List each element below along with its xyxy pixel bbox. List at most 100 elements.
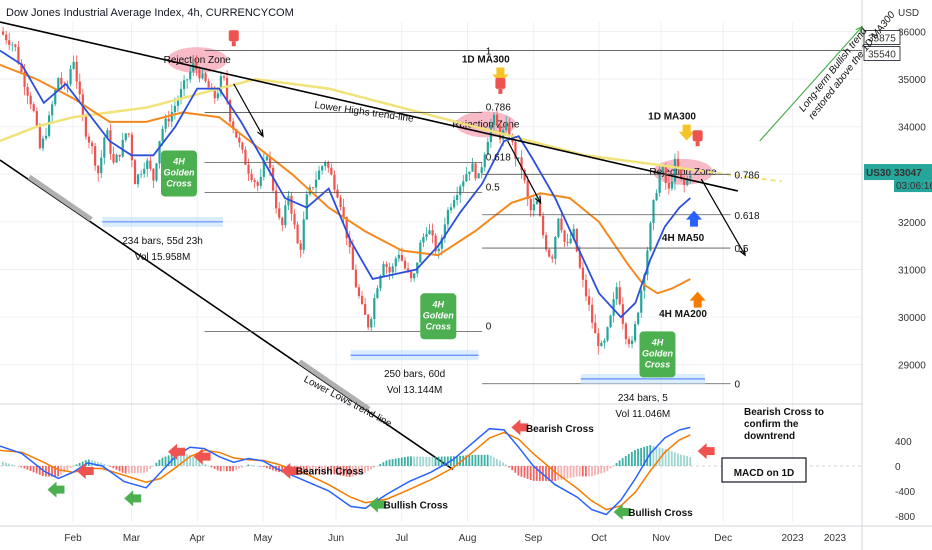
candle-body <box>394 258 397 267</box>
candle-body <box>658 171 661 193</box>
macd-histogram-bar <box>232 466 234 472</box>
x-tick-label: May <box>254 533 273 544</box>
candle-body <box>17 47 20 64</box>
candle <box>198 66 201 83</box>
macd-histogram-bar <box>508 466 511 468</box>
macd-histogram-bar <box>140 466 142 473</box>
candle <box>462 175 465 192</box>
candle <box>244 146 247 166</box>
candle-body <box>167 118 170 122</box>
candle-body <box>44 135 48 139</box>
y-tick-label: 35000 <box>898 75 926 86</box>
candle <box>133 158 137 185</box>
candle-body <box>327 162 330 168</box>
candle <box>449 203 453 214</box>
candle-body <box>284 205 287 226</box>
golden-cross-label: 4H <box>172 157 185 167</box>
macd-histogram-bar <box>397 458 400 466</box>
candle <box>523 168 526 184</box>
candle-body <box>115 154 118 163</box>
macd-y-tick-label: 400 <box>895 437 912 448</box>
candle-body <box>410 271 413 279</box>
candle <box>333 170 336 194</box>
macd-histogram-bar <box>597 466 600 475</box>
macd-histogram-bar <box>443 456 446 466</box>
candle <box>480 162 483 179</box>
bearish-arrow-icon <box>193 448 211 465</box>
macd-histogram-bar <box>456 456 458 466</box>
macd-histogram-bar <box>235 466 238 471</box>
golden-cross-label: Golden <box>642 348 674 358</box>
support-touch <box>298 359 371 412</box>
candle-body <box>314 179 318 188</box>
candle-body <box>293 213 296 225</box>
candle <box>20 59 23 74</box>
candle-body <box>440 237 443 249</box>
candle <box>302 211 305 254</box>
macd-histogram-bar <box>517 466 520 476</box>
macd-histogram-bar <box>603 466 606 473</box>
candle-body <box>517 157 520 159</box>
macd-histogram-bar <box>167 455 170 466</box>
candle <box>483 152 486 172</box>
macd-histogram-bar <box>124 466 127 474</box>
measure-label: 234 bars, 5 <box>618 393 668 404</box>
macd-histogram-bar <box>35 466 38 474</box>
candle-body <box>170 112 173 122</box>
candle-body <box>569 238 572 244</box>
candle-body <box>379 275 382 289</box>
candle-body <box>673 158 677 182</box>
macd-histogram-bar <box>354 466 357 476</box>
candle-body <box>686 178 689 186</box>
candle-body <box>103 137 106 158</box>
candle <box>314 171 318 195</box>
candle-body <box>603 340 606 343</box>
candle <box>385 261 388 274</box>
golden-cross-label: Golden <box>163 168 195 178</box>
candle-body <box>84 116 88 137</box>
fib-label: 0.786 <box>486 102 511 113</box>
bearish-arrow-icon <box>281 462 299 479</box>
macd-histogram-bar <box>379 464 382 466</box>
candle <box>637 311 640 326</box>
candle-body <box>14 44 17 48</box>
price-level-box <box>863 46 901 61</box>
macd-histogram-bar <box>551 466 554 481</box>
candle-body <box>486 142 489 155</box>
candle-body <box>87 136 91 143</box>
candle-body <box>483 154 486 168</box>
candle <box>468 171 471 181</box>
macd-histogram-bar <box>492 457 495 466</box>
x-tick-label: Dec <box>714 533 732 544</box>
candle <box>388 262 391 281</box>
candle-body <box>367 314 370 328</box>
macd-histogram-bar <box>213 466 216 469</box>
x-tick-label: Jun <box>328 533 344 544</box>
fib-label: 0 <box>735 380 741 391</box>
candle-body <box>69 68 72 85</box>
candle <box>182 74 186 97</box>
macd-histogram-bar <box>158 459 161 466</box>
candle <box>284 200 287 229</box>
candle <box>290 192 293 221</box>
macd-annotation: Bullish Cross <box>628 508 693 519</box>
candle-body <box>373 298 376 320</box>
macd-histogram-bar <box>250 464 253 466</box>
candle <box>29 92 32 109</box>
candle <box>360 290 364 306</box>
candle <box>434 232 437 255</box>
candle <box>477 173 480 179</box>
candle <box>201 67 204 80</box>
candle-body <box>505 123 508 130</box>
macd-histogram-bar <box>499 460 501 466</box>
candle-body <box>348 238 351 248</box>
bullish-arrow-icon <box>47 481 65 498</box>
candle <box>296 221 299 245</box>
candle-body <box>541 215 545 236</box>
candle <box>44 127 48 141</box>
golden-cross-tag <box>639 331 676 378</box>
candle <box>667 176 670 195</box>
macd-histogram-bar <box>164 456 167 466</box>
candle <box>32 101 35 113</box>
candle-body <box>459 186 462 196</box>
